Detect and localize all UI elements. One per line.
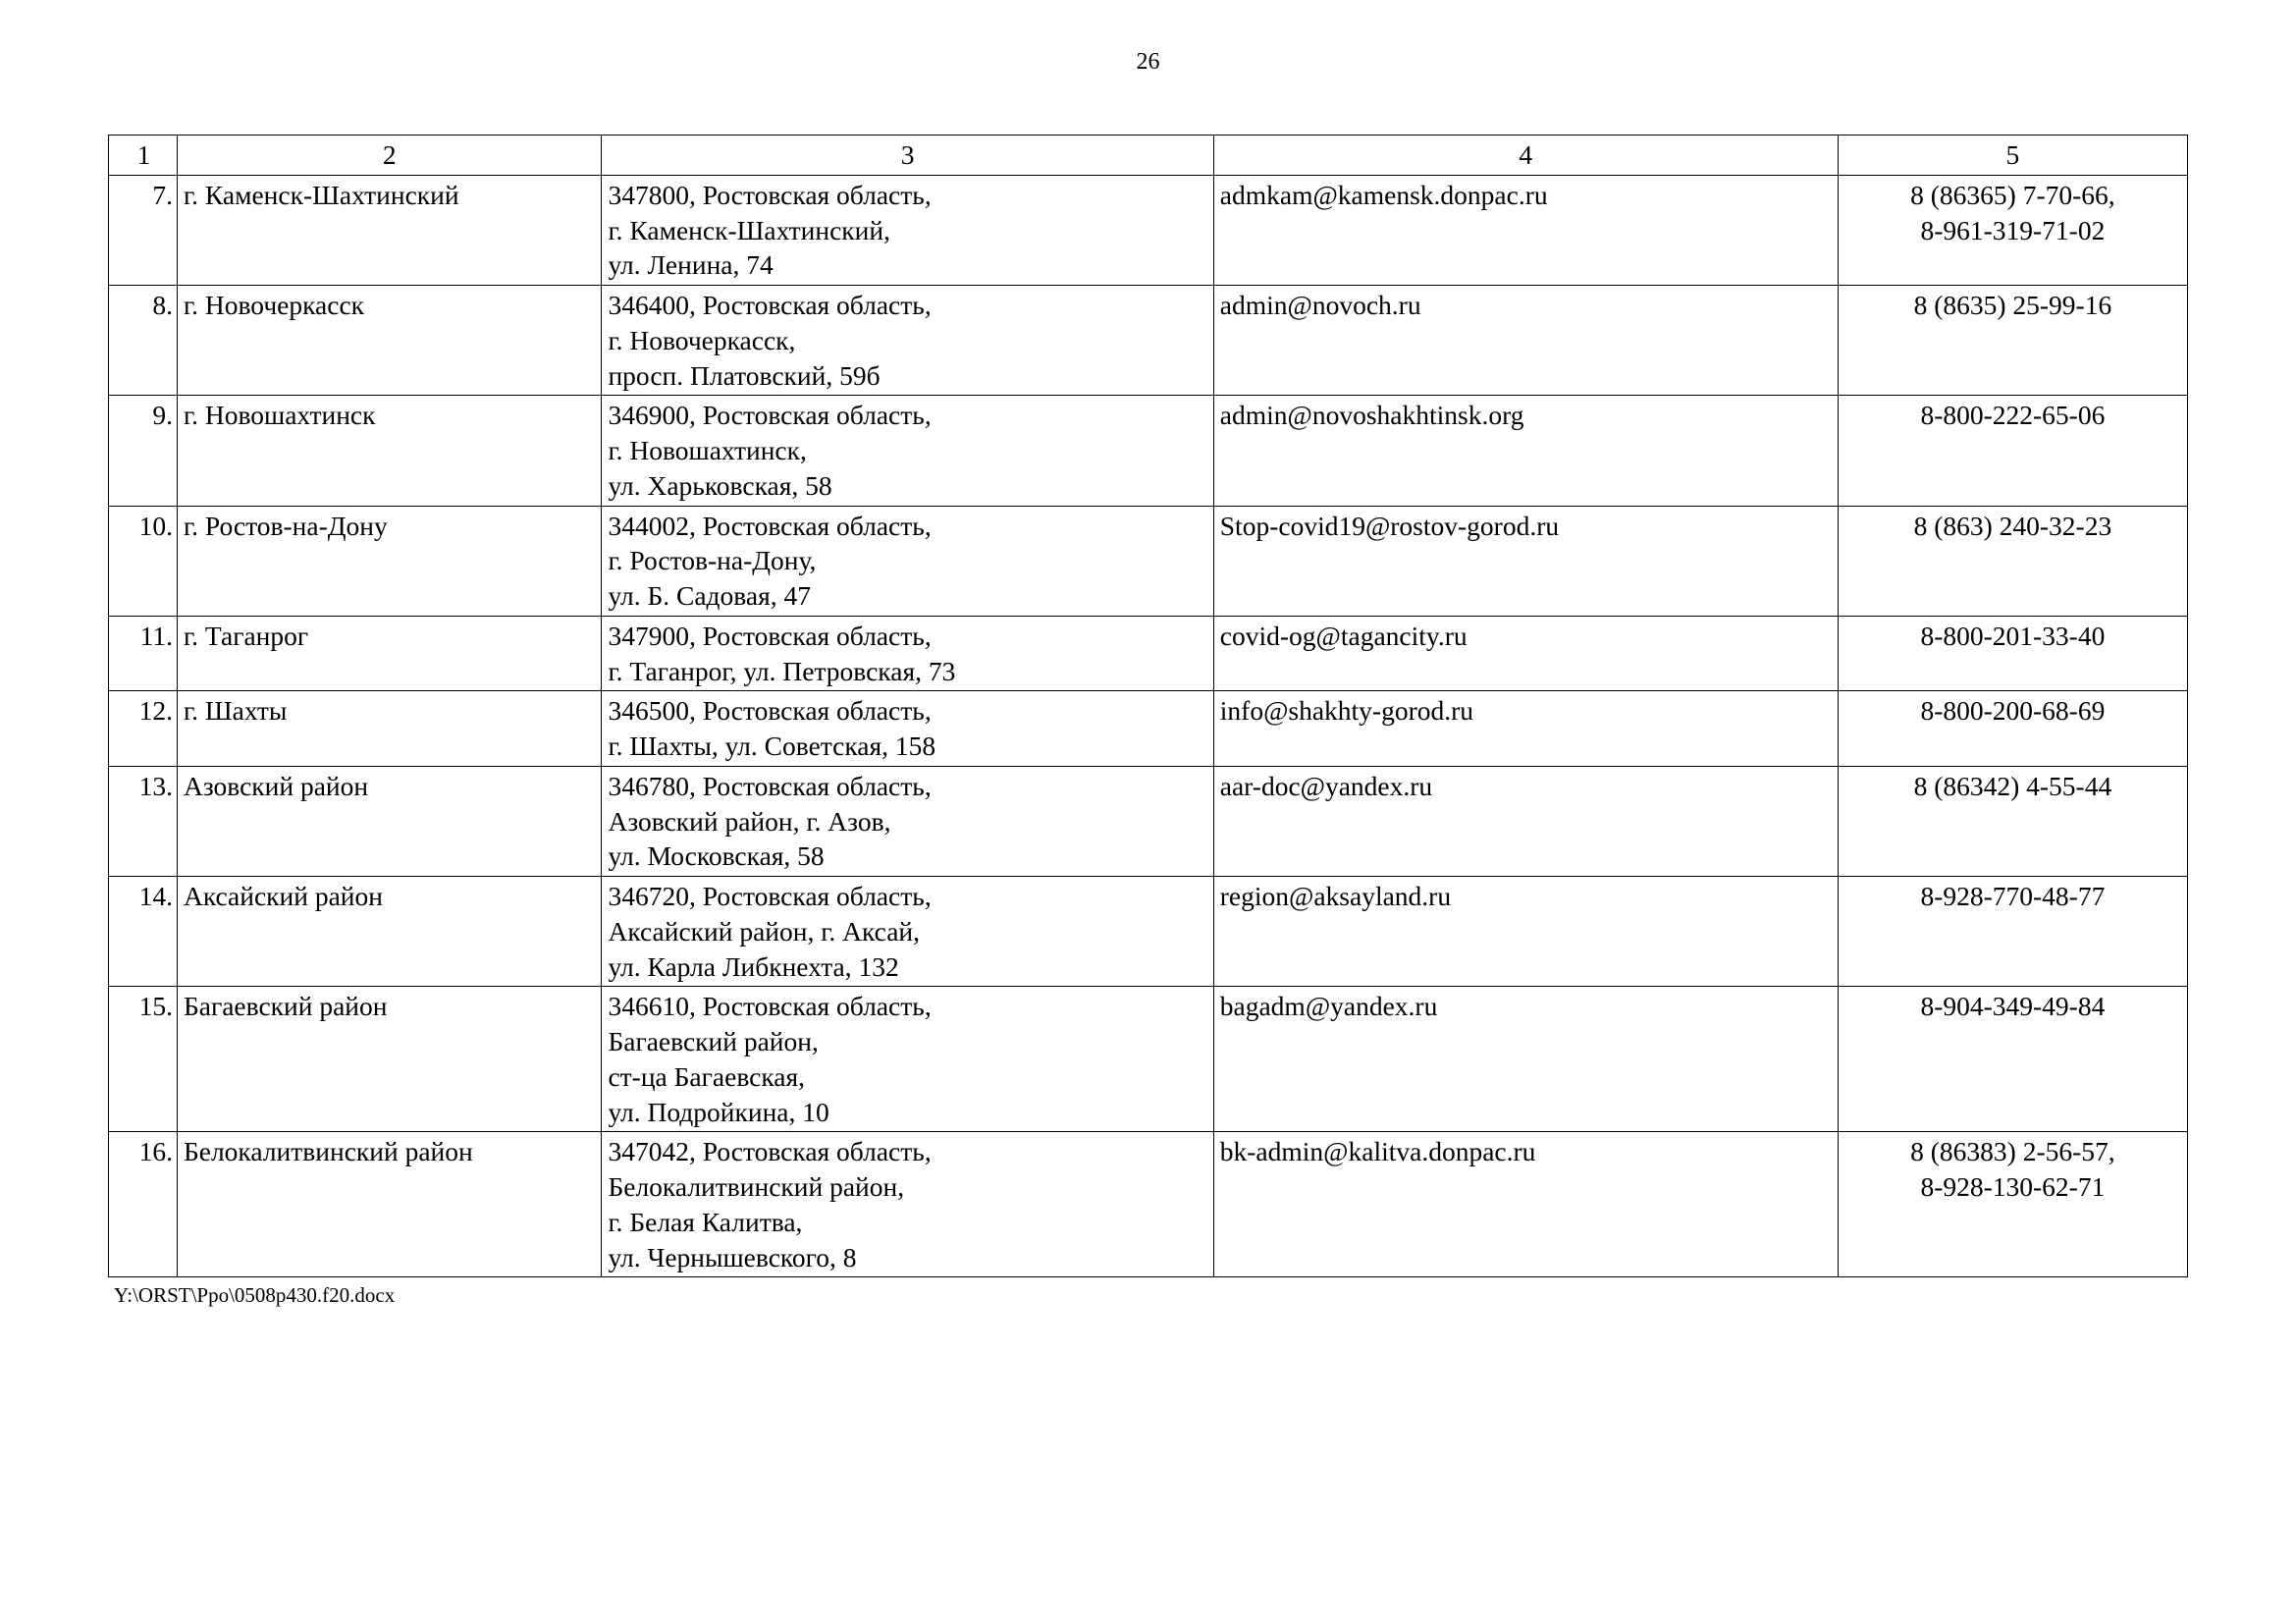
row-phone: 8-800-201-33-40	[1838, 616, 2187, 691]
table-header-cell: 5	[1838, 135, 2187, 176]
table-row: 14.Аксайский район346720, Ростовская обл…	[109, 877, 2188, 987]
row-phone: 8-928-770-48-77	[1838, 877, 2187, 987]
row-address: 347042, Ростовская область, Белокалитвин…	[602, 1132, 1213, 1277]
row-number: 16.	[109, 1132, 178, 1277]
row-email: aar-doc@yandex.ru	[1213, 766, 1838, 876]
table-header-cell: 1	[109, 135, 178, 176]
table-row: 7.г. Каменск-Шахтинский347800, Ростовска…	[109, 175, 2188, 285]
row-address: 346780, Ростовская область, Азовский рай…	[602, 766, 1213, 876]
row-address: 346900, Ростовская область, г. Новошахти…	[602, 396, 1213, 506]
row-name: г. Каменск-Шахтинский	[177, 175, 602, 285]
row-email: admkam@kamensk.donpac.ru	[1213, 175, 1838, 285]
row-number: 8.	[109, 286, 178, 396]
row-phone: 8-800-200-68-69	[1838, 691, 2187, 767]
row-email: admin@novoch.ru	[1213, 286, 1838, 396]
row-number: 14.	[109, 877, 178, 987]
row-number: 15.	[109, 987, 178, 1132]
row-number: 13.	[109, 766, 178, 876]
row-phone: 8 (86365) 7-70-66, 8-961-319-71-02	[1838, 175, 2187, 285]
row-number: 7.	[109, 175, 178, 285]
row-address: 347900, Ростовская область, г. Таганрог,…	[602, 616, 1213, 691]
row-address: 346610, Ростовская область, Багаевский р…	[602, 987, 1213, 1132]
row-name: г. Таганрог	[177, 616, 602, 691]
row-phone: 8 (8635) 25-99-16	[1838, 286, 2187, 396]
row-address: 346720, Ростовская область, Аксайский ра…	[602, 877, 1213, 987]
footer-path: Y:\ORST\Ppo\0508p430.f20.docx	[108, 1283, 2188, 1308]
row-address: 344002, Ростовская область, г. Ростов-на…	[602, 506, 1213, 616]
row-name: Багаевский район	[177, 987, 602, 1132]
row-phone: 8-800-222-65-06	[1838, 396, 2187, 506]
row-address: 347800, Ростовская область, г. Каменск-Ш…	[602, 175, 1213, 285]
row-phone: 8-904-349-49-84	[1838, 987, 2187, 1132]
table-header-cell: 3	[602, 135, 1213, 176]
row-number: 12.	[109, 691, 178, 767]
row-number: 11.	[109, 616, 178, 691]
page-number: 26	[108, 49, 2188, 76]
table-header-cell: 2	[177, 135, 602, 176]
row-email: bk-admin@kalitva.donpac.ru	[1213, 1132, 1838, 1277]
row-phone: 8 (863) 240-32-23	[1838, 506, 2187, 616]
table-row: 15.Багаевский район346610, Ростовская об…	[109, 987, 2188, 1132]
row-email: admin@novoshakhtinsk.org	[1213, 396, 1838, 506]
table-row: 9.г. Новошахтинск346900, Ростовская обла…	[109, 396, 2188, 506]
data-table: 123457.г. Каменск-Шахтинский347800, Рост…	[108, 135, 2188, 1277]
row-email: Stop-covid19@rostov-gorod.ru	[1213, 506, 1838, 616]
row-name: г. Новошахтинск	[177, 396, 602, 506]
row-phone: 8 (86383) 2-56-57, 8-928-130-62-71	[1838, 1132, 2187, 1277]
table-row: 10.г. Ростов-на-Дону344002, Ростовская о…	[109, 506, 2188, 616]
row-address: 346500, Ростовская область, г. Шахты, ул…	[602, 691, 1213, 767]
row-name: Белокалитвинский район	[177, 1132, 602, 1277]
row-name: г. Ростов-на-Дону	[177, 506, 602, 616]
row-email: region@aksayland.ru	[1213, 877, 1838, 987]
row-number: 10.	[109, 506, 178, 616]
table-row: 13.Азовский район346780, Ростовская обла…	[109, 766, 2188, 876]
row-name: Азовский район	[177, 766, 602, 876]
table-header-cell: 4	[1213, 135, 1838, 176]
row-email: covid-og@tagancity.ru	[1213, 616, 1838, 691]
row-name: Аксайский район	[177, 877, 602, 987]
row-address: 346400, Ростовская область, г. Новочерка…	[602, 286, 1213, 396]
table-row: 8.г. Новочеркасск346400, Ростовская обла…	[109, 286, 2188, 396]
row-email: bagadm@yandex.ru	[1213, 987, 1838, 1132]
row-number: 9.	[109, 396, 178, 506]
table-row: 11.г. Таганрог347900, Ростовская область…	[109, 616, 2188, 691]
table-row: 16.Белокалитвинский район347042, Ростовс…	[109, 1132, 2188, 1277]
row-name: г. Новочеркасск	[177, 286, 602, 396]
row-phone: 8 (86342) 4-55-44	[1838, 766, 2187, 876]
table-row: 12.г. Шахты346500, Ростовская область, г…	[109, 691, 2188, 767]
row-email: info@shakhty-gorod.ru	[1213, 691, 1838, 767]
row-name: г. Шахты	[177, 691, 602, 767]
table-header-row: 12345	[109, 135, 2188, 176]
